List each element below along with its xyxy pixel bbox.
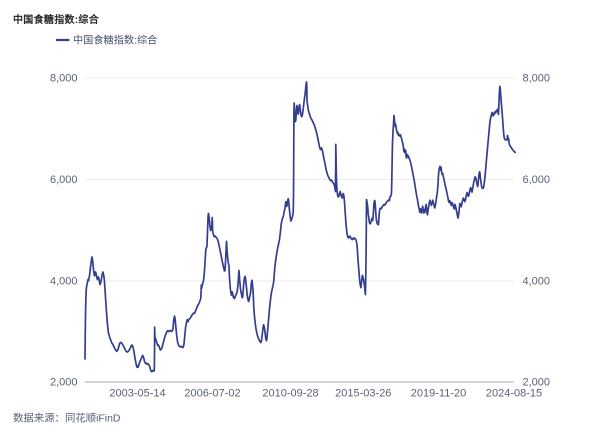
svg-text:8,000: 8,000	[523, 72, 551, 84]
svg-text:2010-09-28: 2010-09-28	[262, 387, 318, 399]
svg-text:2003-05-14: 2003-05-14	[109, 387, 165, 399]
svg-text:2,000: 2,000	[523, 376, 551, 388]
svg-text:4,000: 4,000	[50, 275, 78, 287]
svg-text:2024-08-15: 2024-08-15	[486, 387, 542, 399]
svg-text:6,000: 6,000	[523, 174, 551, 186]
svg-text:2006-07-02: 2006-07-02	[184, 387, 240, 399]
svg-text:2015-03-26: 2015-03-26	[335, 387, 391, 399]
svg-text:8,000: 8,000	[50, 72, 78, 84]
svg-text:2019-11-20: 2019-11-20	[411, 387, 466, 399]
svg-text:中国食糖指数:综合: 中国食糖指数:综合	[73, 34, 157, 47]
svg-text:数据来源：同花顺iFinD: 数据来源：同花顺iFinD	[13, 411, 120, 424]
svg-text:2,000: 2,000	[50, 376, 78, 388]
svg-text:4,000: 4,000	[523, 275, 551, 287]
svg-text:6,000: 6,000	[50, 174, 78, 186]
svg-text:中国食糖指数:综合: 中国食糖指数:综合	[13, 13, 100, 26]
